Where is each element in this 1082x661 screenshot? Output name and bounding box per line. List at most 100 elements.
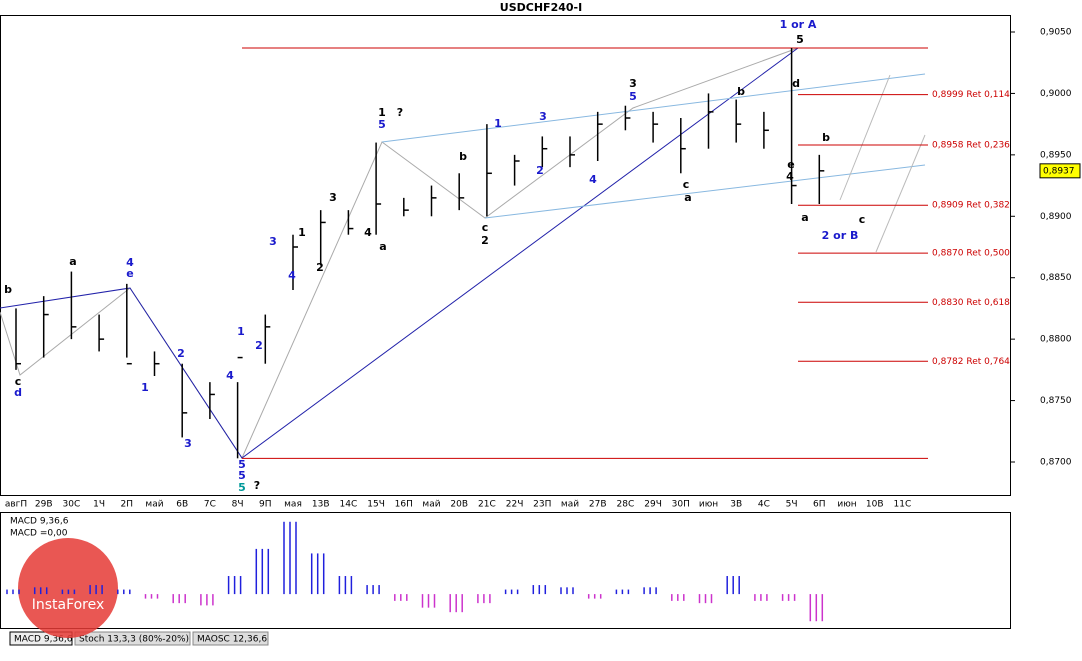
wave-label: 1 [378,106,386,119]
indicator-title: MACD 9,36,6 [10,517,69,527]
wave-label: 1 [141,381,149,394]
x-tick-label: 6П [813,500,826,510]
x-tick-label: 22Ч [506,500,524,510]
wave-label: 2 [536,164,544,177]
wave-label: 1 [237,325,245,338]
wave-label: c [859,213,866,226]
x-tick-label: 10В [866,500,884,510]
x-tick-label: 16П [395,500,413,510]
x-tick-label: 4С [758,500,770,510]
tab[interactable] [74,631,191,646]
x-tick-label: 3В [730,500,742,510]
wave-label: a [801,211,808,224]
y-tick-label: 0,9000 [1040,89,1072,99]
wave-label: 4 [226,369,234,382]
macd-panel [0,512,1011,629]
wave-label: b [4,283,12,296]
wave-label: 2 or B [822,229,859,242]
x-tick-label: 2П [121,500,134,510]
wave-label: b [459,150,467,163]
wave-label: 2 [481,234,489,247]
x-tick-label: май [145,500,163,510]
y-tick-label: 0,8950 [1040,150,1072,160]
wave-label: 2 [316,261,324,274]
wave-label: e [126,267,133,280]
x-tick-label: 6В [176,500,188,510]
tab-label: MAOSC 12,36,6 [197,635,267,645]
tab-label: Stoch 13,3,3 (80%-20%) [79,635,189,645]
wave-label: 5 [238,469,246,482]
wave-label: 4 [126,256,134,269]
level-label: 0,8999 Ret 0,114 [932,90,1010,100]
x-tick-label: 29В [35,500,53,510]
level-label: 0,8958 Ret 0,236 [932,141,1010,151]
x-tick-label: 7С [204,500,216,510]
y-tick-label: 0,8800 [1040,335,1072,345]
wave-label: 3 [329,191,337,204]
wave-line [0,47,799,459]
y-tick-label: 0,8700 [1040,458,1072,468]
wave-label: ? [397,106,403,119]
wave-label: b [822,131,830,144]
wave-line [0,47,799,460]
tabs: MACD 9,36,6 Stoch 13,3,3 (80%-20%) MAOSC… [9,631,269,646]
wave-label: 5 [629,90,637,103]
x-tick-label: 5Ч [786,500,798,510]
wave-label: 1 [298,226,306,239]
y-tick-label: 0,9050 [1040,28,1072,38]
x-tick-label: май [422,500,440,510]
x-tick-label: июн [699,500,718,510]
wave-label: 5 [796,33,804,46]
x-tick-label: 27В [589,500,607,510]
wave-label: 2 [177,347,185,360]
x-tick-label: 8Ч [232,500,244,510]
x-tick-label: 1Ч [93,500,105,510]
x-tick-label: 23П [533,500,551,510]
wave-label: ? [254,479,260,492]
level-label: 0,8909 Ret 0,382 [932,201,1010,211]
x-tick-label: июн [837,500,856,510]
wave-label: 5 [238,481,246,494]
wave-label: c [15,375,22,388]
wave-label: d [792,77,800,90]
wave-label: 3 [629,77,637,90]
y-tick-label: 0,8850 [1040,273,1072,283]
chart-title: USDCHF240-I [500,1,582,14]
wave-label: 3 [269,235,277,248]
level-label: 0,8870 Ret 0,500 [932,249,1010,259]
logo: InstaForex [18,538,118,638]
x-tick-label: 9П [259,500,272,510]
wave-label: 1 [494,117,502,130]
x-tick-label: май [561,500,579,510]
x-tick-label: 21С [478,500,496,510]
wave-label: 3 [184,437,192,450]
level-label: 0,8830 Ret 0,618 [932,298,1010,308]
wave-label: 4 [288,269,296,282]
channel-line [381,73,926,143]
wave-label: b [737,85,745,98]
wave-label: 2 [255,339,263,352]
price-panel [0,15,1011,496]
x-tick-label: 30П [672,500,690,510]
tab-label: MACD 9,36,6 [14,635,73,645]
x-tick-label: 13В [312,500,330,510]
wave-label: 4 [364,226,372,239]
level-label: 0,8782 Ret 0,764 [932,357,1010,367]
x-tick-label: 11С [894,500,912,510]
wave-label: 5 [238,458,246,471]
wave-label: 1 or A [780,18,817,31]
wave-lines [0,47,926,460]
wave-label: c [482,221,489,234]
wave-label: 5 [378,118,386,131]
x-tick-label: мая [284,500,302,510]
y-tick-label: 0,8900 [1040,212,1072,222]
tab[interactable] [192,631,269,646]
wave-label: a [69,255,76,268]
logo-badge [18,538,118,638]
wave-label: 4 [589,173,597,186]
x-tick-label: авгП [5,500,27,510]
indicator-value: MACD =0,00 [10,529,68,539]
x-tick-label: 29Ч [644,500,662,510]
wave-label: a [379,240,386,253]
